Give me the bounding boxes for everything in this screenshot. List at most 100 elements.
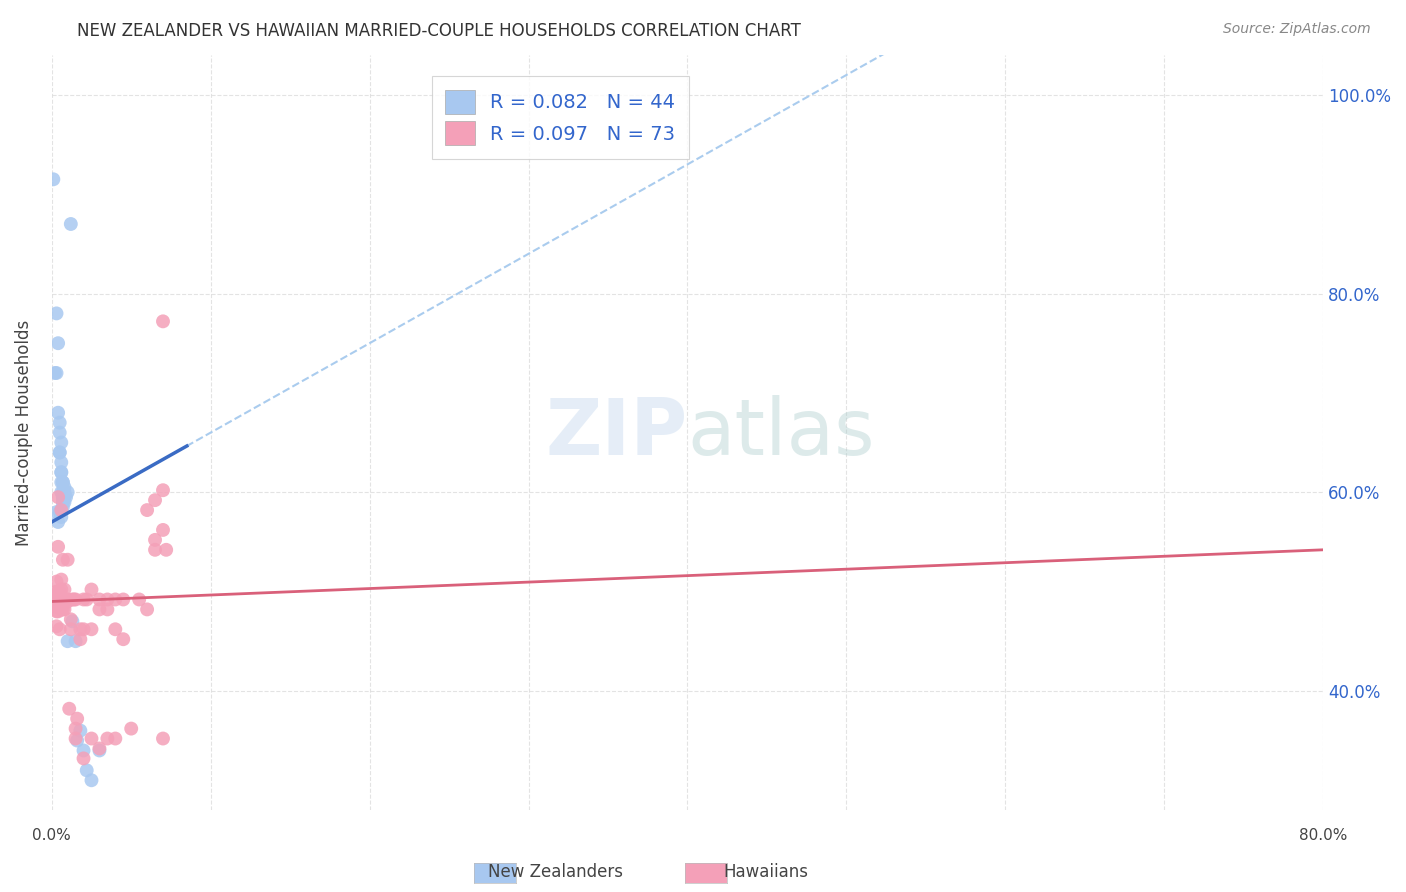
Point xyxy=(52,495,75,509)
Point xyxy=(46,540,69,554)
Point xyxy=(46,406,69,420)
Point xyxy=(72,592,94,607)
Point xyxy=(76,592,98,607)
Point xyxy=(53,480,76,494)
Point xyxy=(104,731,127,746)
Point xyxy=(96,592,118,607)
Point xyxy=(80,622,103,636)
Point xyxy=(65,634,87,648)
Point xyxy=(45,619,67,633)
Text: Source: ZipAtlas.com: Source: ZipAtlas.com xyxy=(1223,22,1371,37)
Point xyxy=(136,602,159,616)
Point xyxy=(104,592,127,607)
Point xyxy=(62,615,84,629)
Point xyxy=(52,500,75,514)
Point xyxy=(55,592,77,607)
Point xyxy=(51,466,73,480)
Point xyxy=(53,490,76,504)
Point xyxy=(45,584,67,599)
Point xyxy=(56,634,79,648)
Point xyxy=(96,731,118,746)
Point xyxy=(66,712,89,726)
Point xyxy=(52,553,75,567)
Point xyxy=(72,622,94,636)
Point xyxy=(143,542,166,557)
Point xyxy=(45,590,67,604)
Text: NEW ZEALANDER VS HAWAIIAN MARRIED-COUPLE HOUSEHOLDS CORRELATION CHART: NEW ZEALANDER VS HAWAIIAN MARRIED-COUPLE… xyxy=(77,22,801,40)
Point xyxy=(53,602,76,616)
Point xyxy=(51,573,73,587)
Point xyxy=(58,702,80,716)
Point xyxy=(52,602,75,616)
Point xyxy=(51,510,73,524)
Point xyxy=(136,503,159,517)
Point xyxy=(53,485,76,500)
Point xyxy=(152,523,174,537)
Point xyxy=(56,594,79,608)
Point xyxy=(45,599,67,614)
Y-axis label: Married-couple Households: Married-couple Households xyxy=(15,319,32,546)
Legend: R = 0.082   N = 44, R = 0.097   N = 73: R = 0.082 N = 44, R = 0.097 N = 73 xyxy=(432,76,689,159)
Text: atlas: atlas xyxy=(688,394,875,471)
Point xyxy=(59,217,82,231)
Point xyxy=(44,594,66,608)
Point xyxy=(69,622,91,636)
Point xyxy=(89,743,111,757)
Point xyxy=(48,416,70,430)
Text: 0.0%: 0.0% xyxy=(32,828,72,843)
Point xyxy=(59,612,82,626)
Point xyxy=(80,731,103,746)
Point xyxy=(48,445,70,459)
Point xyxy=(44,366,66,380)
Point xyxy=(59,622,82,636)
Point xyxy=(51,475,73,490)
Point xyxy=(52,495,75,509)
Point xyxy=(112,592,135,607)
Point xyxy=(45,574,67,589)
Point xyxy=(45,366,67,380)
Point xyxy=(51,435,73,450)
Point xyxy=(48,590,70,604)
Point xyxy=(51,602,73,616)
Point xyxy=(104,622,127,636)
Point xyxy=(51,466,73,480)
Point xyxy=(51,503,73,517)
Point xyxy=(46,336,69,351)
Point xyxy=(53,582,76,597)
Point xyxy=(52,592,75,607)
Point xyxy=(56,553,79,567)
Point xyxy=(152,731,174,746)
Point xyxy=(48,599,70,614)
Point xyxy=(152,483,174,498)
Text: 80.0%: 80.0% xyxy=(1299,828,1347,843)
Point xyxy=(65,731,87,746)
Point xyxy=(89,592,111,607)
Point xyxy=(48,584,70,599)
Point xyxy=(120,722,142,736)
Point xyxy=(155,542,177,557)
Point xyxy=(46,594,69,608)
Point xyxy=(55,490,77,504)
Point xyxy=(143,533,166,547)
Point xyxy=(63,592,86,607)
Point xyxy=(45,505,67,519)
Point xyxy=(42,172,65,186)
Point xyxy=(80,582,103,597)
Point xyxy=(52,475,75,490)
Point xyxy=(56,485,79,500)
Point xyxy=(45,306,67,320)
Point xyxy=(46,584,69,599)
Text: New Zealanders: New Zealanders xyxy=(488,863,623,881)
Point xyxy=(46,604,69,618)
Point xyxy=(48,622,70,636)
Point xyxy=(62,592,84,607)
Point xyxy=(56,592,79,607)
Point xyxy=(48,505,70,519)
Point xyxy=(51,485,73,500)
Point xyxy=(45,604,67,618)
Point xyxy=(69,632,91,647)
Point xyxy=(112,632,135,647)
Point xyxy=(53,592,76,607)
Text: Hawaiians: Hawaiians xyxy=(724,863,808,881)
Point xyxy=(51,582,73,597)
